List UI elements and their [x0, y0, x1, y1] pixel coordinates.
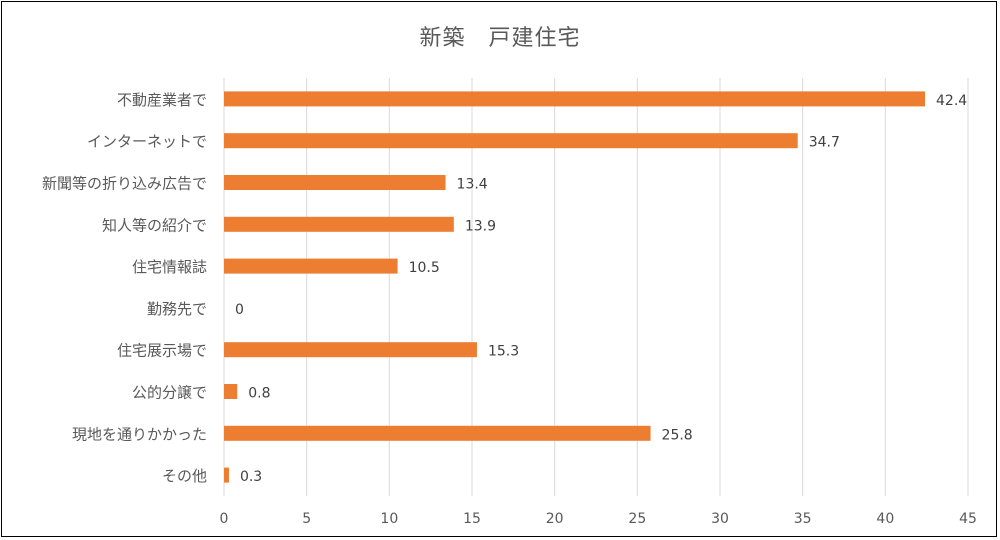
category-label: 知人等の紹介で — [102, 216, 207, 234]
data-label: 34.7 — [809, 135, 840, 151]
data-label: 10.5 — [409, 260, 440, 276]
data-label: 13.4 — [457, 177, 488, 193]
bar — [224, 91, 926, 107]
bar — [224, 342, 477, 358]
bar — [224, 467, 229, 483]
data-label: 0.3 — [240, 469, 262, 485]
category-label: 勤務先で — [147, 300, 207, 318]
bars — [224, 91, 926, 483]
x-tick-label: 30 — [711, 511, 729, 527]
category-label: 不動産業者で — [117, 91, 207, 109]
bar — [224, 216, 454, 232]
x-tick-label: 15 — [463, 511, 481, 527]
bar — [224, 425, 651, 441]
x-tick-label: 20 — [546, 511, 564, 527]
bar — [224, 175, 446, 190]
data-label: 15.3 — [488, 344, 519, 360]
x-tick-label: 45 — [959, 511, 977, 527]
x-tick-label: 40 — [876, 511, 894, 527]
bar — [224, 133, 798, 149]
x-tick-label: 0 — [220, 511, 229, 527]
category-label: その他 — [162, 467, 207, 485]
bar — [224, 384, 238, 399]
labels: 0 5 10 15 20 25 30 35 40 45 不動産業者で 42.4 インターネットで 34.7… — [42, 91, 977, 527]
data-label: 42.4 — [936, 93, 967, 109]
x-tick-label: 10 — [380, 511, 398, 527]
category-label: 公的分譲で — [132, 384, 207, 402]
data-label: 25.8 — [662, 427, 693, 443]
data-label: 0.8 — [248, 386, 270, 402]
category-label: 住宅情報誌 — [132, 258, 207, 276]
bar — [224, 258, 398, 274]
category-label: 現地を通りかかった — [72, 425, 207, 443]
x-tick-label: 35 — [794, 511, 812, 527]
category-label: 住宅展示場で — [117, 342, 207, 360]
x-tick-label: 25 — [628, 511, 646, 527]
category-label: インターネットで — [87, 133, 207, 151]
data-label: 13.9 — [465, 218, 496, 234]
chart-title: 新築 戸建住宅 — [419, 26, 581, 51]
category-label: 新聞等の折り込み広告で — [42, 175, 207, 193]
data-label: 0 — [235, 302, 244, 318]
x-tick-label: 5 — [302, 511, 311, 527]
